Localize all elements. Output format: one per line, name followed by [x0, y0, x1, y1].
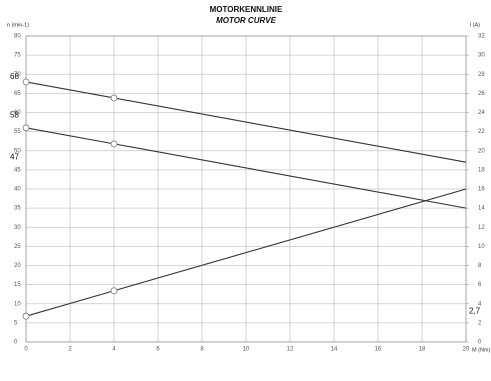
chart-subtitle: MOTOR CURVE [216, 16, 277, 25]
annotation: 58 [10, 110, 19, 119]
x-tick-label: 10 [243, 347, 250, 353]
x-tick-label: 6 [156, 347, 160, 353]
x-tick-label: 2 [68, 347, 72, 353]
y2-tick-label: 30 [478, 53, 485, 59]
annotation: 2,7 [469, 306, 481, 315]
y-tick-label: 25 [14, 244, 21, 250]
y2-tick-label: 24 [478, 110, 485, 116]
data-point [22, 312, 30, 320]
x-tick-label: 4 [112, 347, 116, 353]
y2-tick-label: 16 [478, 187, 485, 193]
x-axis-label: M (Nm) [472, 347, 490, 353]
x-tick-label: 16 [375, 347, 382, 353]
data-point [110, 94, 118, 102]
y-tick-label: 45 [14, 167, 21, 173]
x-tick-label: 0 [24, 347, 28, 353]
y-tick-label: 70 [14, 72, 21, 78]
y-tick-label: 35 [14, 206, 21, 212]
y2-tick-label: 28 [478, 72, 485, 78]
data-point [110, 287, 118, 295]
y2-tick-label: 18 [478, 167, 485, 173]
y-tick-label: 75 [14, 53, 21, 59]
data-point [22, 78, 30, 86]
y2-tick-label: 32 [478, 34, 485, 40]
y-tick-label: 30 [14, 225, 21, 231]
y2-tick-label: 26 [478, 91, 485, 97]
x-tick-label: 12 [287, 347, 294, 353]
x-tick-label: 18 [419, 347, 426, 353]
data-point [110, 140, 118, 148]
annotation: 47 [10, 152, 19, 161]
chart-title: MOTORKENNLINIE [210, 5, 283, 14]
x-tick-label: 8 [200, 347, 204, 353]
y-tick-label: 15 [14, 282, 21, 288]
y2-tick-label: 4 [478, 301, 482, 307]
y-tick-label: 55 [14, 129, 21, 135]
y-tick-label: 50 [14, 148, 21, 154]
y-tick-label: 5 [14, 320, 18, 326]
annotation: 68 [10, 72, 19, 81]
y2-tick-label: 20 [478, 148, 485, 154]
y-tick-label: 60 [14, 110, 21, 116]
x-tick-label: 20 [463, 347, 470, 353]
y2-tick-label: 8 [478, 263, 482, 269]
y2-tick-label: 14 [478, 206, 485, 212]
y-tick-label: 40 [14, 187, 21, 193]
y2-tick-label: 22 [478, 129, 485, 135]
data-point [22, 124, 30, 132]
x-tick-label: 14 [331, 347, 338, 353]
y-axis-label: n (min-1) [7, 22, 29, 28]
y-tick-label: 80 [14, 34, 21, 40]
y2-tick-label: 12 [478, 225, 485, 231]
y2-axis-label: I (A) [470, 22, 481, 28]
y-tick-label: 10 [14, 301, 21, 307]
y-tick-label: 0 [14, 340, 18, 346]
y2-tick-label: 0 [478, 340, 482, 346]
y-tick-label: 20 [14, 263, 21, 269]
y2-tick-label: 2 [478, 320, 482, 326]
y2-tick-label: 10 [478, 244, 485, 250]
y-tick-label: 65 [14, 91, 21, 97]
y2-tick-label: 6 [478, 282, 482, 288]
